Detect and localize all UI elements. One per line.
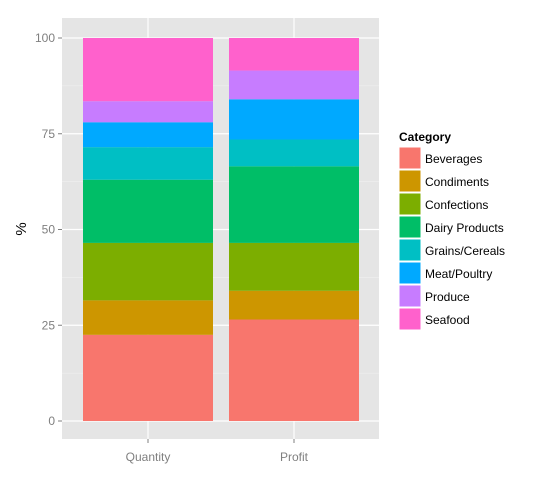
y-tick-label: 0 xyxy=(48,414,55,428)
legend-key xyxy=(398,192,422,216)
y-tick-label: 50 xyxy=(42,223,56,237)
legend-key xyxy=(398,307,422,331)
legend-key xyxy=(398,238,422,262)
y-tick-label: 75 xyxy=(42,127,56,141)
legend-label: Dairy Products xyxy=(425,221,504,235)
bar-segment xyxy=(83,147,213,180)
legend-label: Meat/Poultry xyxy=(425,267,492,281)
legend-label: Confections xyxy=(425,198,488,212)
y-axis: 0 25 50 75 100 xyxy=(35,31,62,428)
bar-segment xyxy=(229,139,359,167)
x-axis: Quantity Profit xyxy=(126,439,309,464)
bar-segment xyxy=(83,122,213,148)
y-axis-title: % xyxy=(13,222,30,235)
legend-key xyxy=(398,261,422,285)
legend-label: Grains/Cereals xyxy=(425,244,505,258)
bar-segment xyxy=(229,166,359,243)
legend-label: Beverages xyxy=(425,152,482,166)
legend-key xyxy=(398,146,422,170)
bar-stacks xyxy=(83,38,359,421)
bar-segment xyxy=(229,38,359,71)
bar-segment xyxy=(83,38,213,102)
legend: Category Beverages Condiments Confections D… xyxy=(398,130,505,331)
bar-segment xyxy=(83,300,213,335)
bar-segment xyxy=(229,290,359,320)
bar-segment xyxy=(83,242,213,301)
bar-segment xyxy=(229,242,359,291)
x-tick-label: Profit xyxy=(280,450,309,464)
bar-segment xyxy=(229,99,359,140)
bar-segment xyxy=(83,179,213,243)
bar-segment xyxy=(83,101,213,123)
legend-label: Condiments xyxy=(425,175,489,189)
x-tick-label: Quantity xyxy=(126,450,171,464)
legend-title: Category xyxy=(399,130,451,144)
legend-label: Produce xyxy=(425,290,470,304)
y-tick-label: 25 xyxy=(42,318,56,332)
legend-key xyxy=(398,215,422,239)
bar-segment xyxy=(83,334,213,421)
legend-key xyxy=(398,169,422,193)
y-tick-label: 100 xyxy=(35,31,55,45)
legend-key xyxy=(398,284,422,308)
bar-segment xyxy=(229,319,359,421)
bar-segment xyxy=(229,70,359,100)
legend-label: Seafood xyxy=(425,313,470,327)
